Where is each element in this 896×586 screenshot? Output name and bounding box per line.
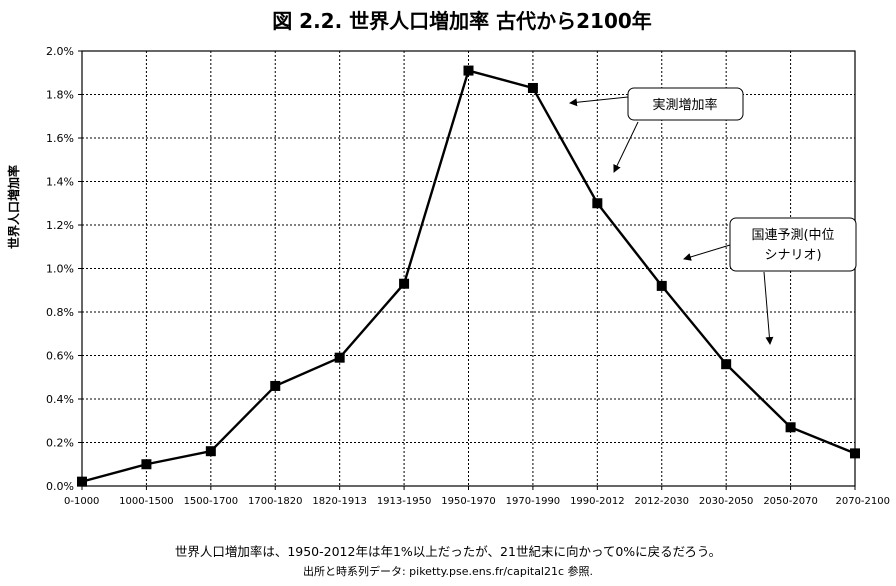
data-point (592, 198, 603, 209)
data-point (205, 446, 216, 457)
y-tick-label: 2.0% (46, 45, 74, 58)
callout-observed-text: 実測増加率 (652, 97, 717, 113)
x-tick-label: 2030-2050 (699, 496, 754, 507)
chart-title: 図 2.2. 世界人口増加率 古代から2100年 (272, 9, 652, 33)
data-point (270, 380, 281, 391)
data-point (721, 359, 732, 370)
x-tick-label: 2070-2100 (835, 496, 890, 507)
y-tick-label: 0.2% (46, 437, 74, 450)
y-tick-label: 0.0% (46, 480, 74, 493)
data-point (141, 459, 152, 470)
x-tick-label: 1913-1950 (377, 496, 432, 507)
callout-observed: 実測増加率 (569, 87, 744, 173)
x-tick-label: 0-1000 (64, 496, 99, 507)
data-point (850, 448, 860, 459)
data-point (399, 278, 410, 289)
x-tick-label: 1000-1500 (119, 496, 174, 507)
y-tick-label: 1.8% (46, 89, 74, 102)
y-tick-label: 0.6% (46, 350, 74, 363)
data-point (785, 422, 796, 433)
data-point (77, 476, 87, 487)
grid (82, 51, 855, 486)
x-tick-label: 1500-1700 (184, 496, 239, 507)
data-point (656, 280, 667, 291)
x-tick-label: 2050-2070 (763, 496, 818, 507)
x-tick-label: 1990-2012 (570, 496, 625, 507)
callout-observed-arrow-2 (613, 121, 639, 173)
callout-projection-box (729, 217, 857, 272)
y-tick-label: 1.2% (46, 219, 74, 232)
y-tick-label: 1.0% (46, 263, 74, 276)
data-point (463, 65, 474, 76)
x-tick-label: 1700-1820 (248, 496, 303, 507)
y-tick-label: 0.4% (46, 393, 74, 406)
series-markers (77, 65, 860, 487)
callout-projection-arrow-1 (683, 244, 731, 261)
callout-projection-arrow-2 (763, 271, 774, 345)
data-point (334, 352, 345, 363)
callout-observed-arrow-1 (569, 96, 629, 107)
callout-projection-text-2: シナリオ) (764, 248, 821, 263)
x-tick-label: 1820-1913 (312, 496, 367, 507)
y-tick-label: 0.8% (46, 306, 74, 319)
y-axis-label: 世界人口増加率 (6, 165, 21, 249)
callout-projection: 国連予測(中位 シナリオ) (683, 217, 857, 345)
chart-source: 出所と時系列データ: piketty.pse.ens.fr/capital21c… (303, 564, 593, 578)
x-tick-label: 1970-1990 (506, 496, 561, 507)
y-tick-label: 1.4% (46, 176, 74, 189)
callout-projection-text-1: 国連予測(中位 (751, 228, 834, 243)
y-tick-label: 1.6% (46, 132, 74, 145)
x-axis: 0-1000 1000-1500 1500-1700 1700-1820 1820-19… (64, 486, 890, 507)
x-tick-label: 1950-1970 (441, 496, 496, 507)
data-point (527, 82, 538, 93)
callout-observed-box (627, 87, 744, 121)
chart-caption: 世界人口増加率は、1950-2012年は年1%以上だったが、21世紀末に向かって… (175, 544, 721, 559)
x-tick-label: 2012-2030 (634, 496, 689, 507)
y-axis: 0.0% 0.2% 0.4% 0.6% 0.8% 1.0% 1.2% 1.4% 1.6% 1.8%… (46, 45, 82, 493)
